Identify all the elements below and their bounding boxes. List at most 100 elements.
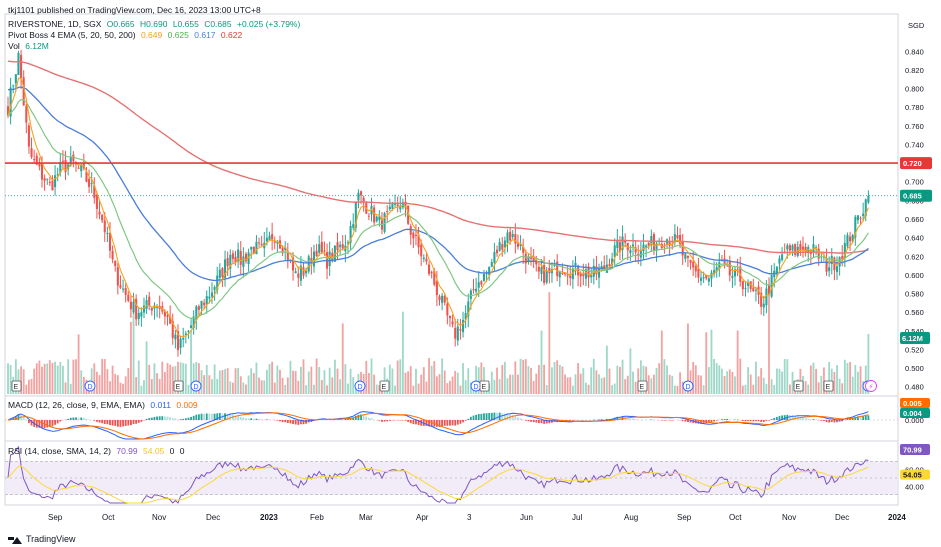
macd-hist-bar (684, 420, 687, 422)
volume-bar (671, 375, 674, 394)
macd-tag-1 (900, 398, 930, 408)
footer[interactable]: TradingView (8, 534, 76, 544)
vol-label[interactable]: Vol (8, 41, 20, 51)
macd-hist-bar (851, 418, 854, 420)
volume-bar (28, 379, 30, 394)
candle-body (124, 288, 127, 295)
volume-bar (56, 365, 59, 394)
volume-bar (741, 385, 744, 394)
macd-hist-bar (161, 416, 164, 420)
macd-hist-bar (519, 418, 522, 420)
candle-body (409, 226, 412, 235)
high-value: H0.690 (140, 19, 168, 29)
published-text: tkj1101 published on TradingView.com, De… (8, 5, 261, 15)
rsi-label[interactable]: RSI (14, close, SMA, 14, 2) (8, 446, 111, 456)
candle-body (192, 316, 195, 329)
candle-body (341, 244, 344, 249)
candle-body (299, 265, 302, 281)
candle-body (216, 275, 219, 290)
candle-body (503, 240, 506, 248)
macd-hist-bar (857, 416, 859, 420)
volume-bar (326, 385, 328, 394)
candle-body (634, 247, 637, 253)
volume-bar (284, 384, 287, 394)
rsi-header[interactable]: RSI (14, close, SMA, 14, 2) 70.99 54.05 … (8, 446, 188, 457)
macd-hist-bar (260, 419, 263, 420)
volume-bar (265, 369, 268, 394)
ema-line[interactable]: Pivot Boss 4 EMA (5, 20, 50, 200) 0.649 … (8, 30, 245, 41)
macd-y-tick: 0.000 (905, 416, 924, 425)
macd-hist-bar (263, 419, 266, 420)
macd-hist-bar (305, 420, 308, 424)
volume-bar (846, 363, 849, 394)
candle-body (859, 217, 862, 219)
x-tick-label-6: Mar (359, 513, 373, 522)
candle-body (710, 272, 713, 279)
macd-hist-bar (297, 420, 300, 425)
symbol-line[interactable]: RIVERSTONE, 1D, SGX O0.665 H0.690 L0.655… (8, 19, 303, 30)
candle-body (461, 319, 465, 333)
volume-bar (263, 380, 266, 394)
volume-bar (540, 330, 543, 394)
macd-hist-bar (689, 420, 692, 423)
candle-body (825, 258, 828, 272)
volume-bar (697, 375, 700, 394)
macd-hist-bar (838, 420, 841, 422)
vol-line[interactable]: Vol 6.12M (8, 41, 52, 52)
candle-body (273, 241, 276, 243)
macd-header[interactable]: MACD (12, 26, close, 9, EMA, EMA) 0.011 … (8, 400, 201, 411)
volume-bar (221, 370, 224, 394)
y-tick-label-13: 0.580 (905, 290, 924, 299)
macd-hist-bar (38, 420, 41, 428)
volume-bar (841, 383, 844, 394)
ema-label[interactable]: Pivot Boss 4 EMA (5, 20, 50, 200) (8, 30, 136, 40)
macd-hist-bar (69, 417, 72, 420)
vol-value: 6.12M (25, 41, 49, 51)
macd-hist-bar (755, 420, 757, 422)
macd-hist-bar (190, 416, 192, 420)
macd-hist-bar (216, 413, 219, 420)
macd-hist-bar (762, 420, 765, 422)
macd-label[interactable]: MACD (12, 26, close, 9, EMA, EMA) (8, 400, 145, 410)
volume-bar (370, 358, 373, 394)
candle-body (718, 262, 721, 269)
volume-bar (747, 367, 750, 394)
x-tick-label-2: Nov (152, 513, 166, 522)
candle-body (145, 300, 148, 310)
volume-bar (603, 377, 606, 394)
candle-body (438, 296, 441, 301)
candle-body (715, 267, 718, 272)
candle-body (135, 298, 138, 320)
y-tick-label-15: 0.540 (905, 327, 924, 336)
ema50-value: 0.617 (194, 30, 216, 40)
macd-hist-bar (626, 417, 629, 420)
volume-bar (605, 345, 608, 394)
candle-body (652, 234, 655, 251)
y-tick-label-2: 0.800 (905, 85, 924, 94)
candle-body (558, 272, 561, 278)
volume-bar (543, 364, 546, 394)
macd-hist-bar (367, 417, 370, 420)
symbol-text[interactable]: RIVERSTONE, 1D, SGX (8, 19, 102, 29)
volume-bar (532, 380, 535, 394)
volume-bar (286, 377, 289, 394)
candle-body (480, 281, 483, 285)
candle-body (320, 241, 323, 253)
macd-hist-bar (846, 418, 849, 420)
macd-hist-bar (435, 420, 438, 427)
event-marker-label: E (176, 384, 181, 391)
macd-hist-bar (707, 420, 710, 423)
macd-hist-bar (391, 420, 394, 421)
volume-bar (25, 384, 28, 394)
macd-hist-bar (302, 420, 305, 425)
candle-body (488, 266, 491, 275)
macd-hist-bar (752, 420, 755, 422)
macd-hist-bar (171, 418, 174, 420)
volume-bar (48, 360, 51, 394)
candle-body (527, 256, 530, 262)
x-tick-label-10: Jul (572, 513, 582, 522)
candle-body (799, 244, 802, 250)
macd-hist-bar (289, 420, 292, 424)
open-value: O0.665 (106, 19, 135, 29)
